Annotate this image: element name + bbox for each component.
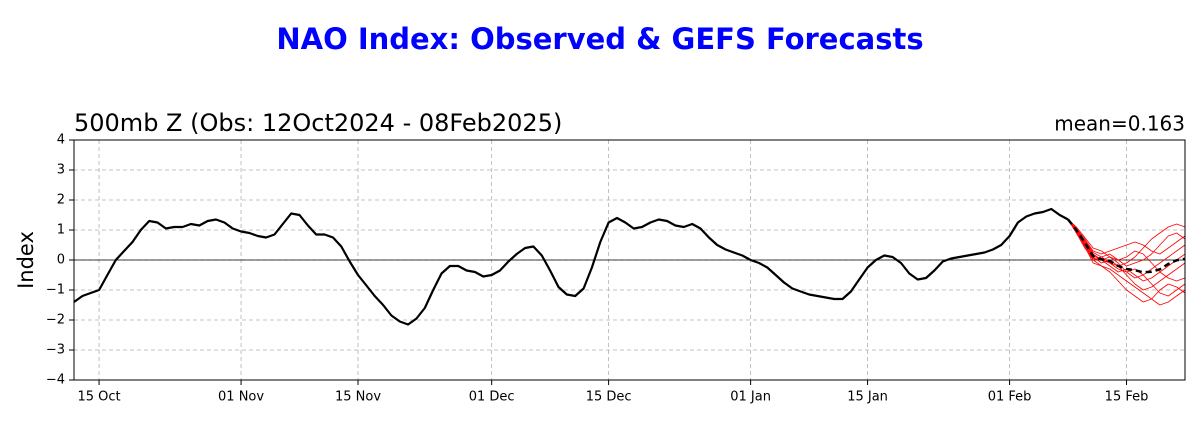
mean-forecast-line bbox=[1067, 218, 1186, 274]
x-tick-label: 15 Nov bbox=[335, 390, 381, 405]
y-tick-label: −3 bbox=[46, 343, 65, 358]
chart-subtitle: 500mb Z (Obs: 12Oct2024 - 08Feb2025) bbox=[74, 109, 562, 137]
chart-title: NAO Index: Observed & GEFS Forecasts bbox=[276, 22, 923, 56]
x-tick-label: 15 Jan bbox=[847, 390, 888, 405]
x-tick-label: 01 Feb bbox=[988, 390, 1032, 405]
ensemble-line bbox=[1067, 219, 1186, 255]
ensemble-line bbox=[1067, 219, 1186, 297]
y-tick-label: −2 bbox=[46, 313, 65, 328]
x-tick-label: 01 Dec bbox=[469, 390, 515, 405]
observed-line bbox=[73, 207, 1069, 326]
x-tick-label: 15 Feb bbox=[1105, 390, 1149, 405]
y-tick-label: 3 bbox=[57, 163, 65, 178]
ensemble-line bbox=[1067, 219, 1186, 282]
mean-annotation: mean=0.163 bbox=[1054, 112, 1185, 136]
x-tick-label: 01 Jan bbox=[730, 390, 771, 405]
y-tick-label: −4 bbox=[46, 373, 65, 388]
y-tick-label: 0 bbox=[57, 253, 65, 268]
y-tick-label: −1 bbox=[46, 283, 65, 298]
y-tick-label: 1 bbox=[57, 223, 65, 238]
ensemble-line bbox=[1067, 219, 1186, 303]
y-axis-label: Index bbox=[14, 231, 38, 289]
x-tick-label: 01 Nov bbox=[218, 390, 264, 405]
x-tick-label: 15 Dec bbox=[586, 390, 632, 405]
y-tick-label: 2 bbox=[57, 193, 65, 208]
x-tick-label: 15 Oct bbox=[77, 390, 120, 405]
plot-frame bbox=[73, 139, 1186, 381]
ensemble-line bbox=[1067, 219, 1186, 267]
y-tick-label: 4 bbox=[57, 133, 65, 148]
